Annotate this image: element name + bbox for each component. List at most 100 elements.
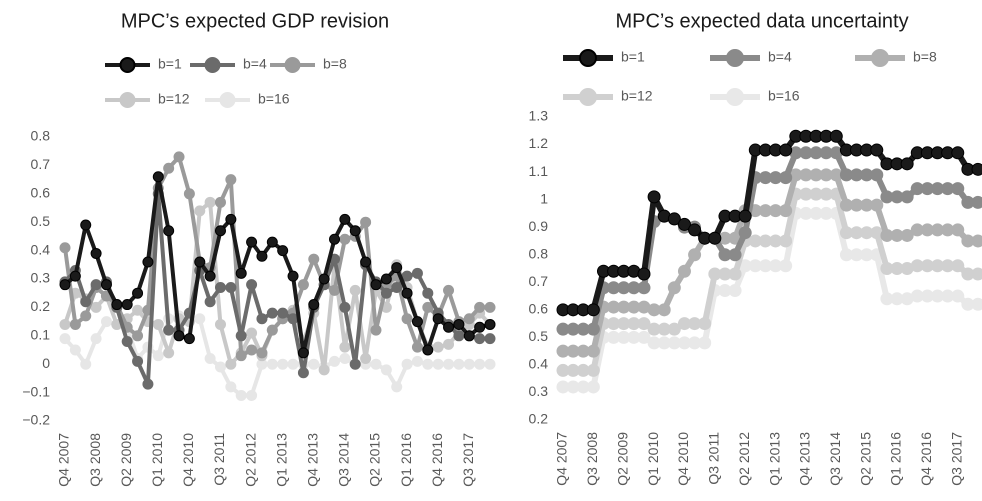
data-point (951, 223, 965, 237)
data-point (463, 313, 475, 325)
data-point (637, 267, 651, 281)
data-point (183, 333, 195, 345)
data-point (637, 281, 651, 295)
legend-label: b=8 (913, 49, 937, 65)
data-point (738, 226, 752, 240)
data-point (235, 267, 247, 279)
data-point (339, 213, 351, 225)
x-tick-label: Q1 2013 (273, 433, 289, 487)
data-point (246, 279, 258, 291)
data-point (256, 313, 268, 325)
data-point (339, 353, 351, 365)
data-point (349, 225, 361, 237)
data-point (432, 313, 444, 325)
x-tick-label: Q3 2011 (706, 432, 722, 485)
legend-marker (119, 92, 136, 108)
legend-label: b=12 (158, 91, 190, 107)
x-tick-label: Q1 2013 (766, 432, 782, 486)
data-point (971, 195, 982, 209)
data-point (163, 162, 175, 174)
data-point (586, 303, 600, 317)
data-point (360, 353, 372, 365)
data-point (657, 303, 671, 317)
data-point (422, 344, 434, 356)
data-point (69, 318, 81, 330)
x-tick-label: Q3 2011 (211, 433, 227, 486)
legend-marker (579, 49, 597, 67)
data-point (277, 245, 289, 257)
data-point (463, 330, 475, 342)
data-point (235, 330, 247, 342)
data-point (951, 259, 965, 273)
data-point (214, 196, 226, 208)
data-point (971, 234, 982, 248)
data-point (422, 358, 434, 370)
data-point (225, 358, 237, 370)
y-tick-label: 0.7 (31, 156, 51, 172)
data-point (194, 313, 206, 325)
data-point (401, 313, 413, 325)
data-point (728, 248, 742, 262)
data-point (318, 364, 330, 376)
data-point (708, 231, 722, 245)
data-point (246, 236, 258, 248)
data-point (142, 378, 154, 390)
data-point (173, 151, 185, 163)
data-point (194, 256, 206, 268)
data-point (246, 344, 258, 356)
data-point (225, 174, 237, 186)
data-point (391, 381, 403, 393)
legend-marker (726, 88, 744, 106)
data-point (246, 389, 258, 401)
data-point (225, 381, 237, 393)
data-point (225, 213, 237, 225)
y-tick-label: −0.1 (22, 383, 50, 399)
x-tick-label: Q4 2007 (554, 432, 570, 486)
data-point (80, 296, 92, 308)
x-tick-label: Q2 2012 (736, 432, 752, 486)
data-point (90, 333, 102, 345)
x-tick-label: Q1 2016 (888, 432, 904, 486)
data-point (870, 198, 884, 212)
data-point (214, 225, 226, 237)
data-point (204, 296, 216, 308)
y-tick-label: 0.6 (529, 301, 549, 317)
chart-title: MPC’s expected GDP revision (121, 10, 389, 32)
data-point (411, 341, 423, 353)
data-point (586, 322, 600, 336)
data-point (391, 282, 403, 294)
data-point (235, 350, 247, 362)
data-point (779, 234, 793, 248)
data-point (870, 143, 884, 157)
data-point (90, 247, 102, 259)
legend-marker (871, 49, 889, 67)
data-point (688, 223, 702, 237)
x-tick-label: Q2 2015 (367, 433, 383, 487)
data-point (484, 333, 496, 345)
legend-label: b=4 (243, 56, 267, 72)
x-tick-label: Q2 2012 (242, 433, 258, 487)
data-point (453, 330, 465, 342)
y-tick-label: 0 (42, 355, 50, 371)
data-point (698, 336, 712, 350)
data-point (677, 217, 691, 231)
data-point (647, 190, 661, 204)
data-point (971, 297, 982, 311)
data-point (287, 270, 299, 282)
y-tick-label: 0.4 (529, 356, 549, 372)
legend-marker (204, 57, 221, 73)
x-tick-label: Q1 2010 (645, 432, 661, 486)
data-point (287, 358, 299, 370)
data-point (370, 324, 382, 336)
data-point (152, 171, 164, 183)
data-point (121, 299, 133, 311)
data-point (173, 330, 185, 342)
data-point (100, 316, 112, 328)
data-point (163, 225, 175, 237)
x-tick-label: Q4 2007 (56, 433, 72, 487)
x-tick-label: Q3 2017 (460, 433, 476, 487)
data-point (779, 171, 793, 185)
x-tick-label: Q3 2008 (584, 432, 600, 486)
data-point (266, 358, 278, 370)
